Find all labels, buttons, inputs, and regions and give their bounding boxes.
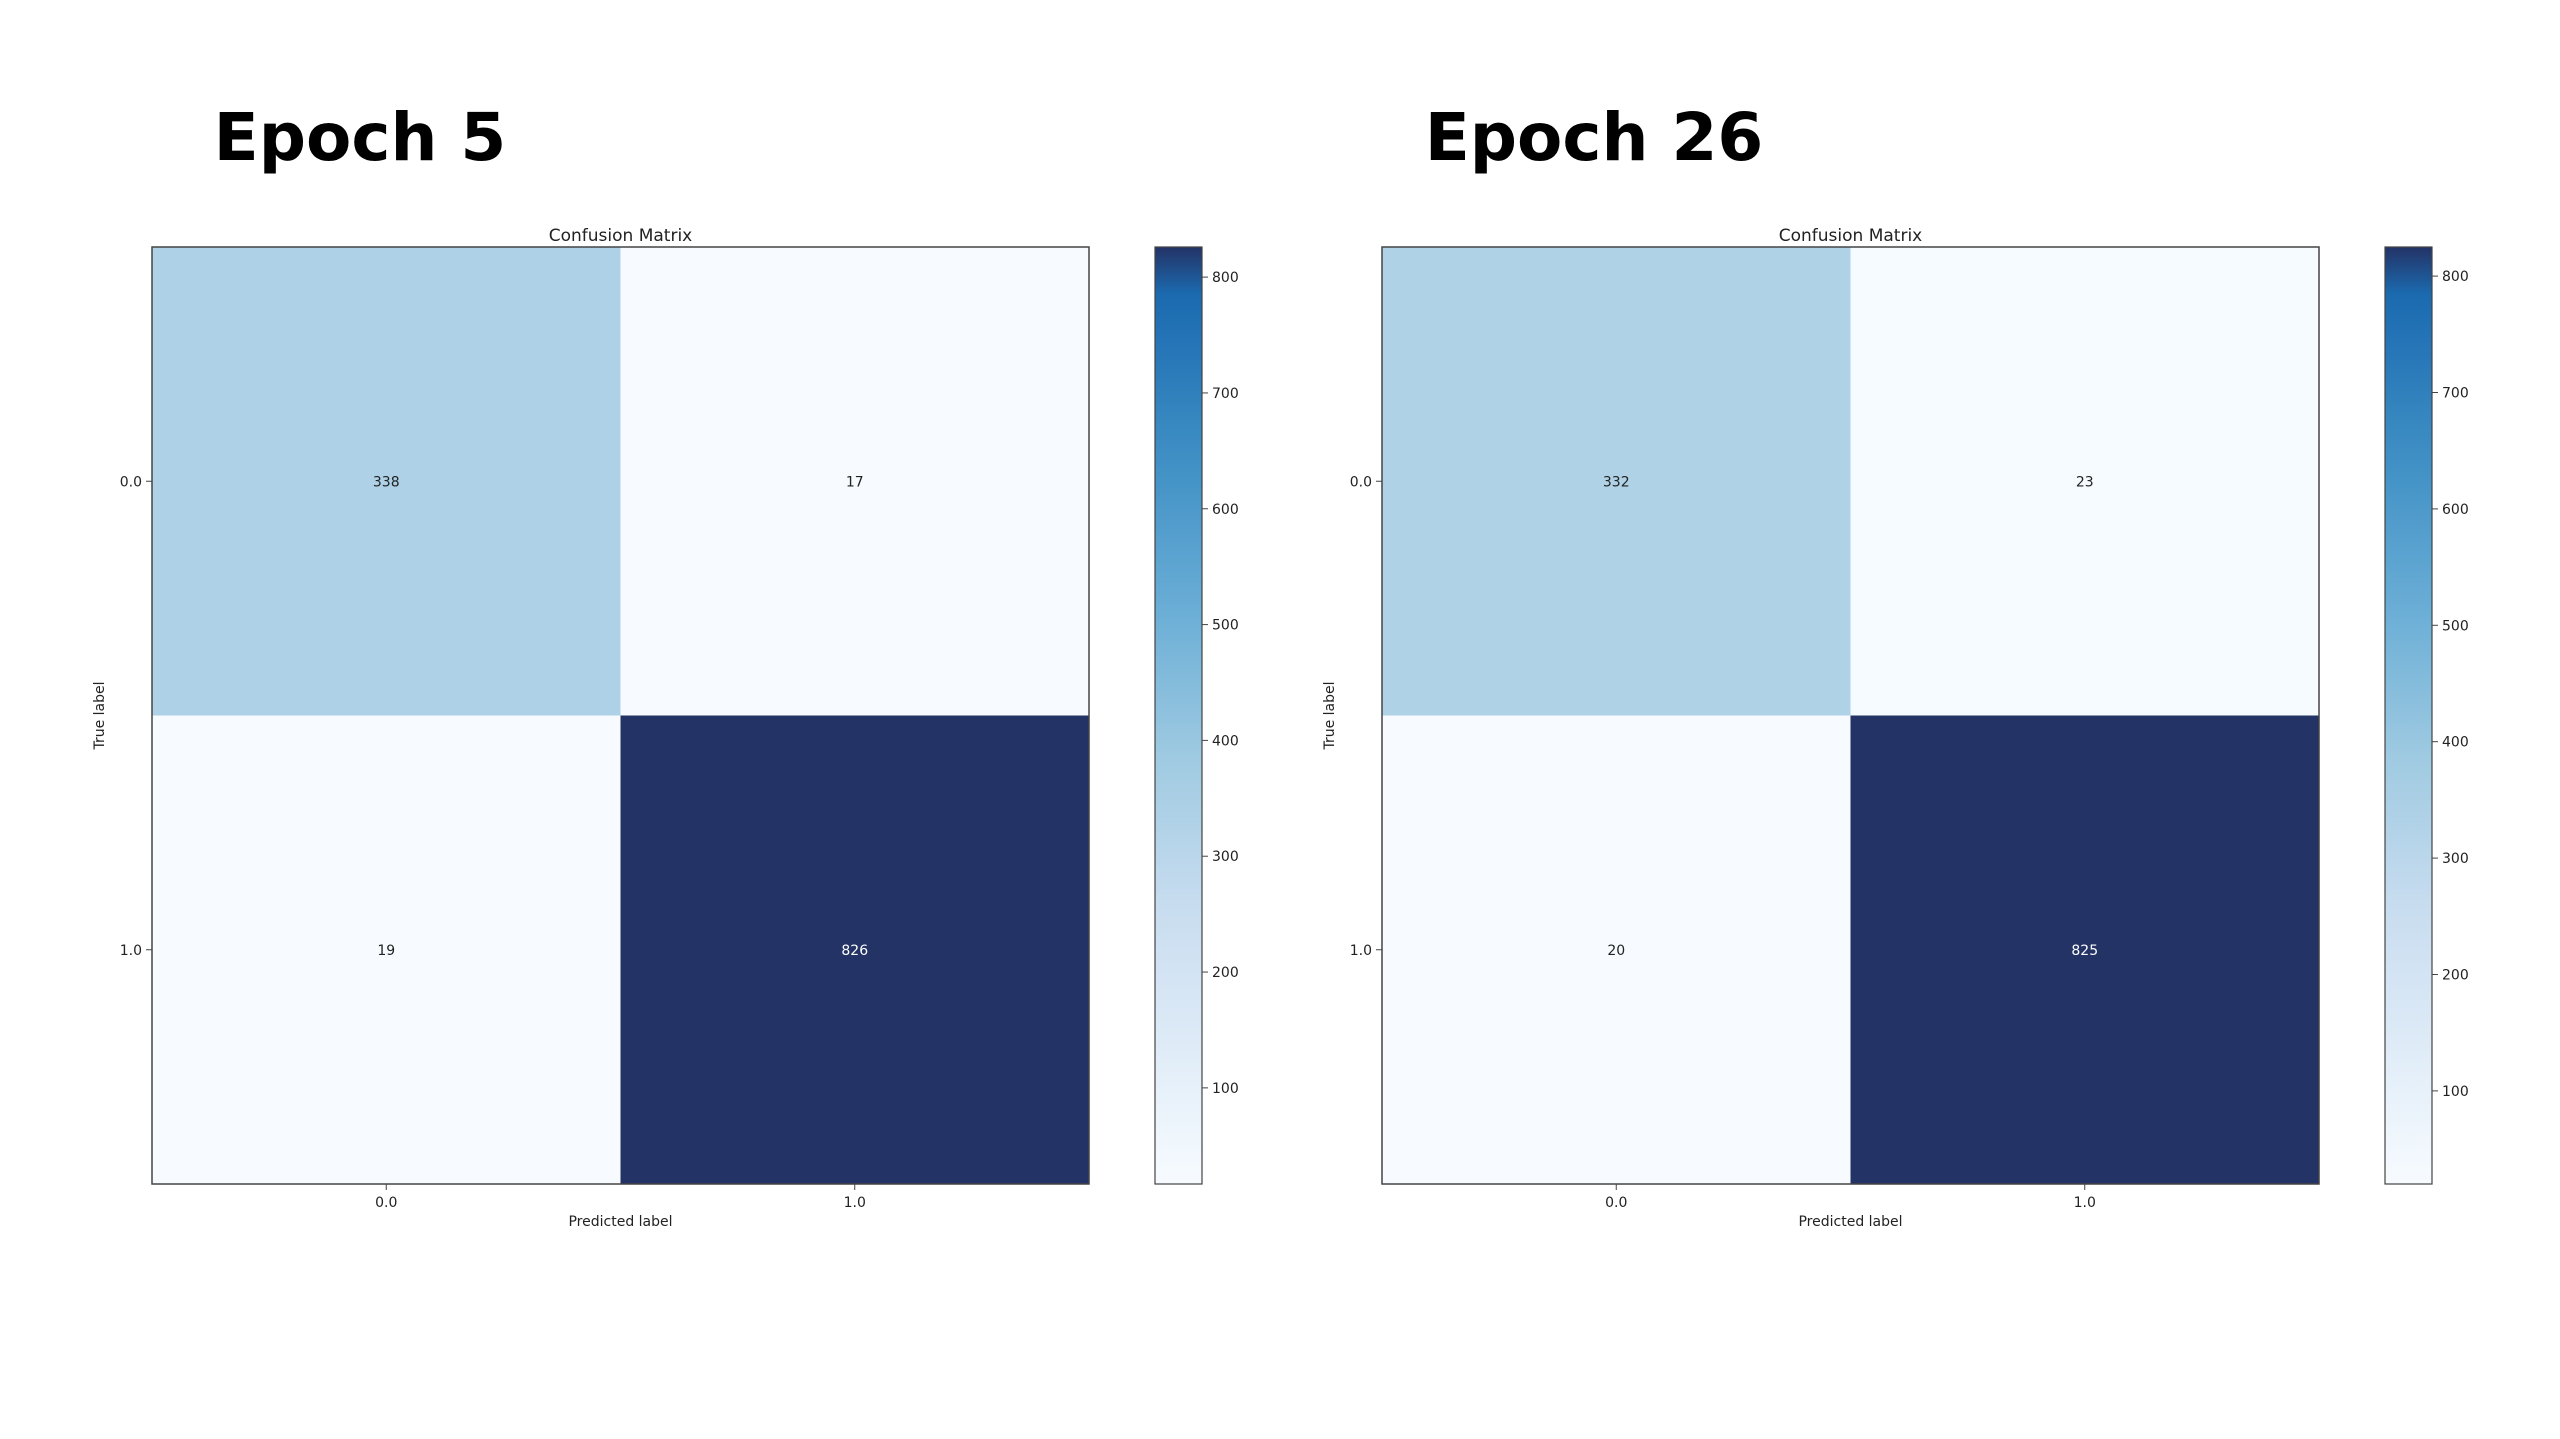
x-tick-label: 1.0 — [2074, 1195, 2096, 1211]
colorbar — [2384, 246, 2433, 1185]
colorbar-tick-label: 700 — [1212, 386, 1239, 402]
colorbar-tick-label: 500 — [1212, 618, 1239, 634]
colorbar-tick-label: 600 — [2442, 502, 2469, 518]
x-axis-label: Predicted label — [1798, 1214, 1902, 1230]
y-axis-label: True label — [92, 681, 108, 750]
epoch-26-panel: Epoch 26 Confusion Matrix 332 23 20 825 0.0 1.… — [1230, 0, 2510, 1439]
y-tick-label: 1.0 — [1350, 943, 1372, 959]
colorbar-tick-label: 500 — [2442, 618, 2469, 634]
matrix-cell — [152, 715, 621, 1184]
cell-value-label: 332 — [1603, 474, 1630, 490]
matrix-cell — [620, 247, 1089, 716]
epoch-5-panel: Epoch 5 Confusion Matrix 338 17 19 826 0.0 1.0… — [92, 99, 1239, 1230]
colorbar-tick-label: 400 — [2442, 735, 2469, 751]
chart-title: Confusion Matrix — [1779, 226, 1923, 246]
y-tick-label: 0.0 — [120, 474, 142, 490]
cell-value-label: 17 — [846, 474, 864, 490]
colorbar-tick-label: 200 — [1212, 965, 1239, 981]
x-axis-label: Predicted label — [568, 1214, 672, 1230]
matrix-cell — [1850, 715, 2319, 1184]
matrix-cell — [1382, 247, 1851, 716]
matrix-frame — [1381, 246, 2320, 1185]
y-tick-label: 0.0 — [1350, 474, 1372, 490]
colorbar-tick-label: 200 — [2442, 967, 2469, 983]
x-tick-label: 0.0 — [1605, 1195, 1627, 1211]
colorbar-tick-label: 400 — [1212, 733, 1239, 749]
colorbar-tick-label: 800 — [1212, 270, 1239, 286]
chart-title: Confusion Matrix — [549, 226, 693, 246]
epoch-26-heading: Epoch 26 — [1424, 99, 1764, 176]
confusion-matrix-epoch-5: Confusion Matrix 338 17 19 826 0.0 1.0 Predicte… — [92, 226, 1239, 1230]
colorbar-tick-label: 100 — [2442, 1084, 2469, 1100]
colorbar-tick-label: 700 — [2442, 385, 2469, 401]
confusion-matrix-epoch-26: Confusion Matrix 332 23 20 825 0.0 1.0 Predicte… — [1322, 226, 2469, 1230]
matrix-cell — [1850, 247, 2319, 716]
colorbar-tick-label: 300 — [2442, 851, 2469, 867]
cell-value-label: 20 — [1607, 943, 1625, 959]
epoch-5-heading: Epoch 5 — [213, 99, 507, 176]
cell-value-label: 23 — [2076, 474, 2094, 490]
y-axis-label: True label — [1322, 681, 1338, 750]
colorbar-tick-label: 600 — [1212, 502, 1239, 518]
cell-value-label: 338 — [373, 474, 400, 490]
matrix-cell — [620, 715, 1089, 1184]
colorbar-tick-label: 300 — [1212, 849, 1239, 865]
x-tick-label: 0.0 — [375, 1195, 397, 1211]
matrix-cell — [152, 247, 621, 716]
cell-value-label: 826 — [841, 943, 868, 959]
y-tick-label: 1.0 — [120, 943, 142, 959]
colorbar-tick-label: 100 — [1212, 1081, 1239, 1097]
cell-value-label: 19 — [377, 943, 395, 959]
x-tick-label: 1.0 — [844, 1195, 866, 1211]
matrix-frame — [151, 246, 1090, 1185]
colorbar-tick-label: 800 — [2442, 269, 2469, 285]
colorbar — [1154, 246, 1203, 1185]
cell-value-label: 825 — [2071, 943, 2098, 959]
matrix-cell — [1382, 715, 1851, 1184]
